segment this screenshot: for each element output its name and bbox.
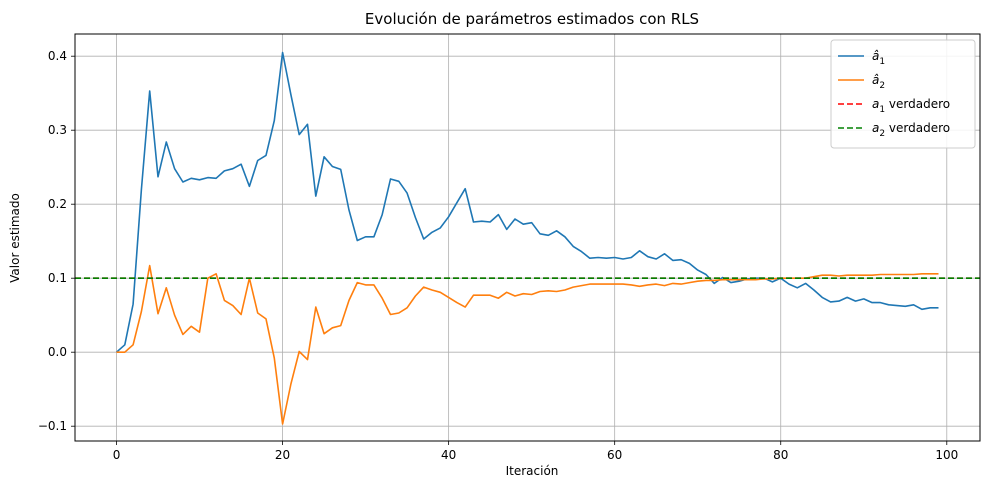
x-tick-label: 60 xyxy=(607,448,622,462)
y-tick-label: −0.1 xyxy=(38,419,67,433)
series-2-line xyxy=(116,264,939,425)
x-tick-label: 80 xyxy=(773,448,788,462)
legend: â1 â2 a1 verdadero a2 verdadero xyxy=(830,39,976,149)
legend-label: a2 verdadero xyxy=(872,121,950,139)
x-tick-label: 20 xyxy=(275,448,290,462)
legend-label: â1 xyxy=(872,49,885,67)
x-tick-label: 100 xyxy=(935,448,958,462)
x-tick-label: 40 xyxy=(441,448,456,462)
y-tick-label: 0.2 xyxy=(48,197,67,211)
legend-label: a1 verdadero xyxy=(872,97,950,115)
x-axis-label: Iteración xyxy=(506,464,559,478)
y-axis-label: Valor estimado xyxy=(8,193,22,283)
y-tick-label: 0.4 xyxy=(48,49,67,63)
legend-box xyxy=(830,39,976,149)
ticks: 0 20 40 60 80 100 −0.1 0.0 0.1 0.2 0.3 0.4 xyxy=(38,49,958,462)
y-tick-label: 0.0 xyxy=(48,345,67,359)
chart-title: Evolución de parámetros estimados con RL… xyxy=(365,10,699,28)
axes-frame xyxy=(74,33,981,442)
y-tick-label: 0.1 xyxy=(48,271,67,285)
x-tick-label: 0 xyxy=(113,448,121,462)
y-tick-label: 0.3 xyxy=(48,123,67,137)
series-1-line xyxy=(115,51,939,353)
plot-area xyxy=(75,51,980,425)
legend-label: â2 xyxy=(872,73,885,91)
